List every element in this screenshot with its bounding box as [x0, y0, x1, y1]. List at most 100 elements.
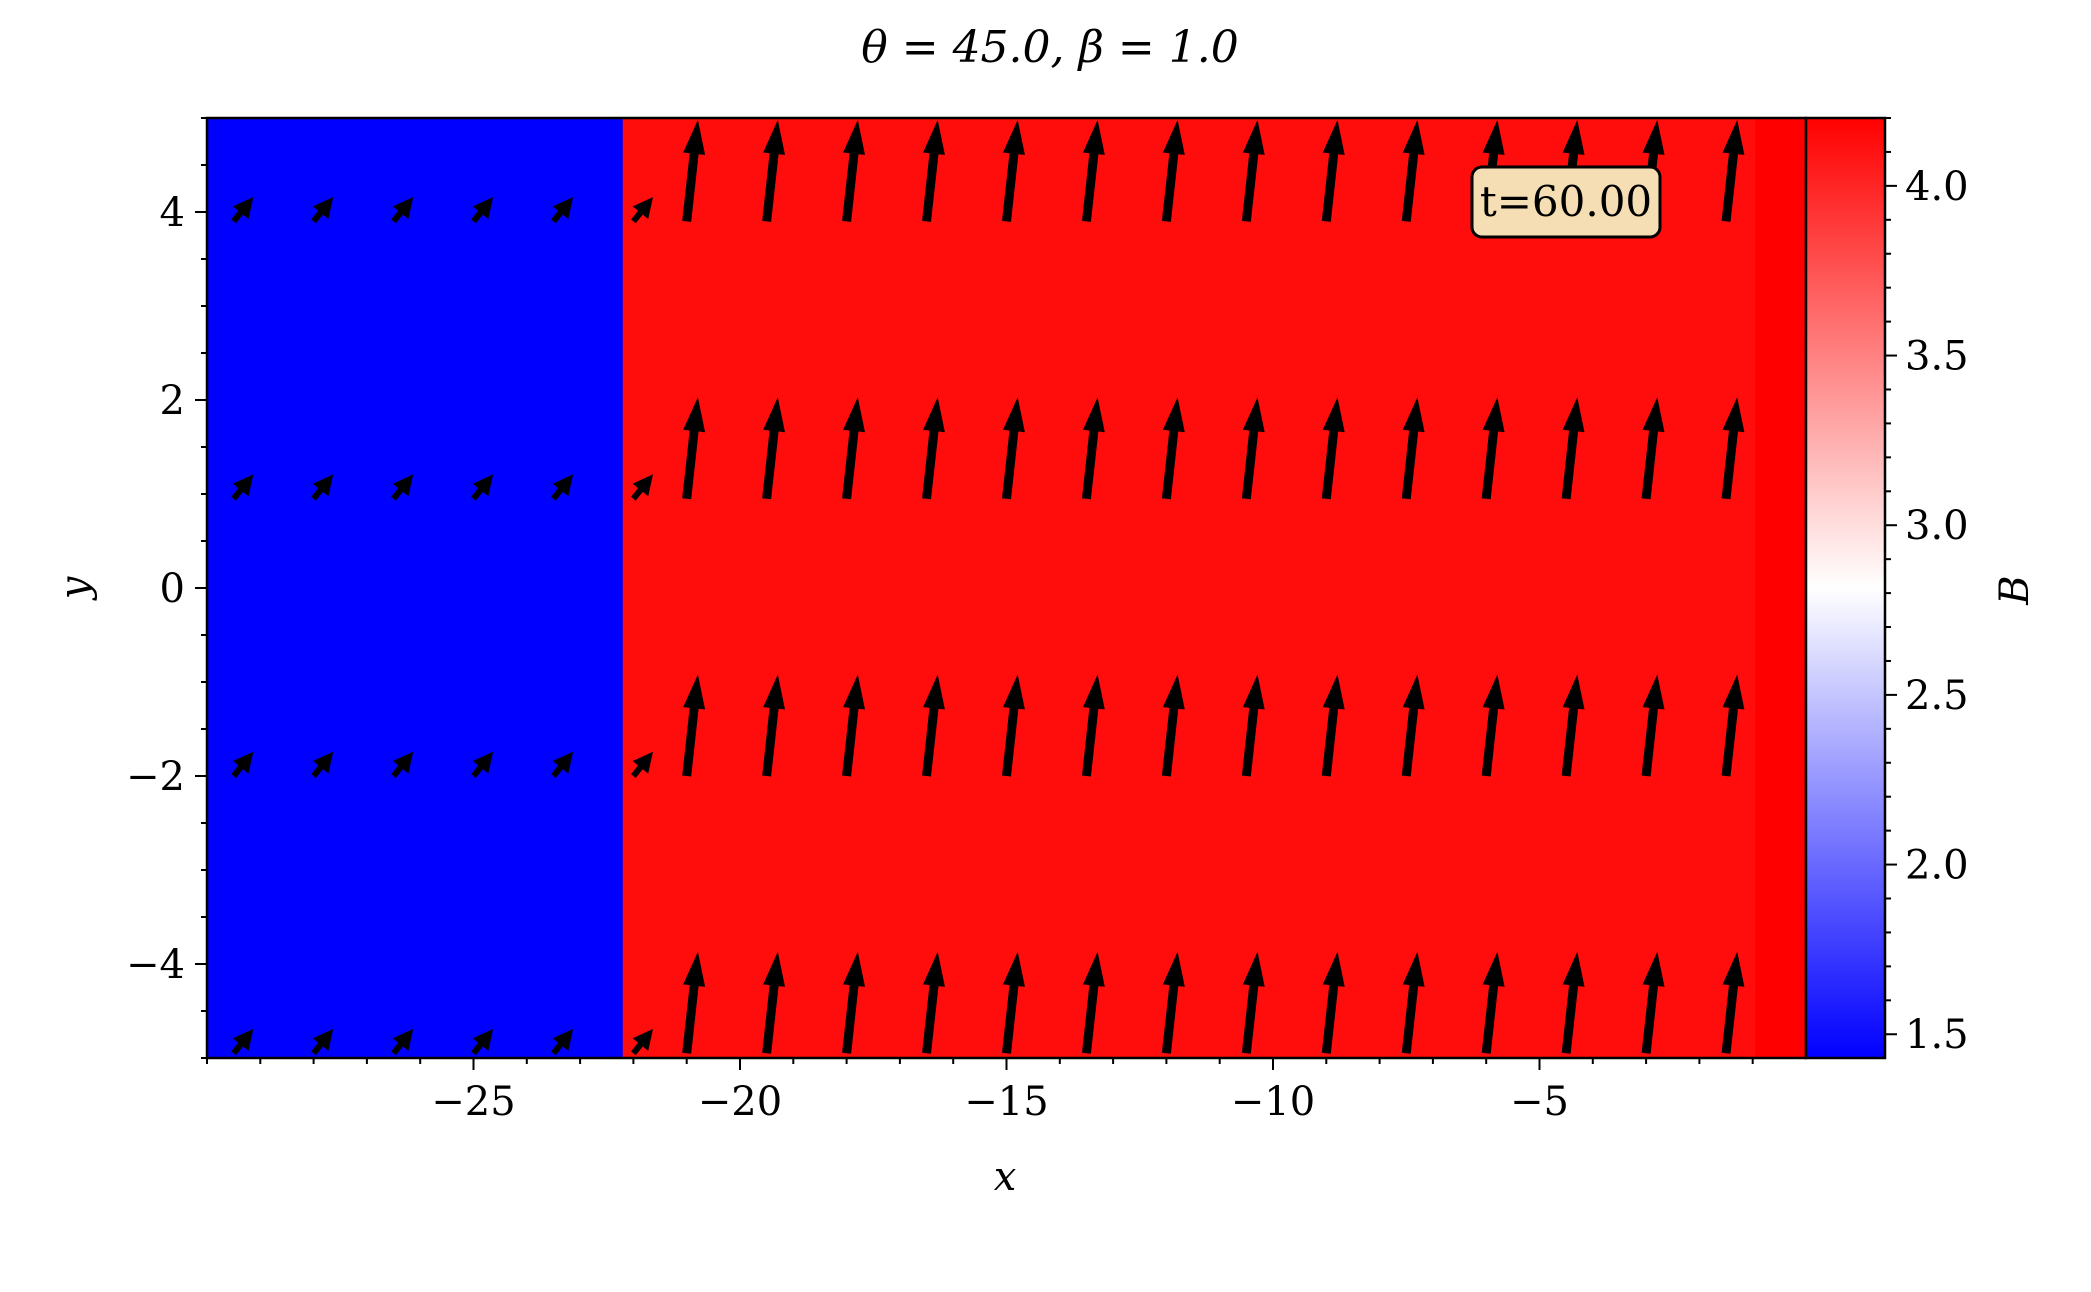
arrow-downstream-3-3 [922, 951, 945, 1054]
colorbar-tick-label: 4.0 [1905, 164, 1969, 210]
y-tick-label: 2 [160, 378, 185, 424]
x-axis: −25 −20 −15 −10 −5 [206, 1058, 1754, 1125]
colorbar-tick-label: 3.0 [1905, 503, 1969, 549]
arrow-upstream-0-0 [231, 197, 254, 224]
arrow-downstream-3-7 [1241, 951, 1265, 1054]
arrow-downstream-0-1 [762, 119, 785, 222]
arrow-upstream-1-1 [311, 474, 334, 501]
arrow-downstream-3-4 [1002, 951, 1025, 1054]
arrow-downstream-2-1 [762, 674, 785, 777]
x-tick-label: −5 [1510, 1079, 1569, 1125]
arrow-upstream-3-1 [311, 1029, 334, 1056]
y-axis: −4 −2 0 2 4 [126, 117, 207, 1059]
arrow-downstream-1-13 [1721, 397, 1745, 500]
arrow-upstream-3-0 [231, 1029, 254, 1056]
annotation-text: t=60.00 [1480, 177, 1652, 226]
arrow-upstream-1-5 [631, 474, 653, 501]
arrow-downstream-1-6 [1161, 397, 1185, 500]
arrow-downstream-1-9 [1401, 397, 1425, 500]
annotation-box: t=60.00 [1470, 165, 1662, 239]
arrow-upstream-3-3 [471, 1029, 494, 1056]
arrow-downstream-3-10 [1481, 951, 1505, 1054]
arrow-downstream-2-5 [1082, 674, 1105, 777]
field-region-2 [1755, 118, 1806, 1058]
arrow-downstream-3-9 [1401, 951, 1425, 1054]
field-regions [207, 118, 1806, 1058]
x-tick-label: −15 [964, 1079, 1048, 1125]
arrow-downstream-1-10 [1481, 397, 1505, 500]
arrow-downstream-1-5 [1082, 397, 1105, 500]
field-region-0 [207, 118, 624, 1058]
arrow-downstream-1-0 [682, 397, 706, 500]
chart-title: θ = 45.0, β = 1.0 [861, 22, 1239, 73]
plot-area [207, 118, 1806, 1058]
arrow-downstream-3-1 [762, 951, 785, 1054]
arrow-downstream-0-3 [922, 119, 945, 222]
arrow-downstream-0-8 [1321, 119, 1345, 222]
arrow-downstream-1-7 [1241, 397, 1265, 500]
arrow-upstream-3-5 [631, 1029, 653, 1056]
colorbar-tick-label: 1.5 [1905, 1012, 1969, 1058]
arrow-downstream-1-12 [1641, 397, 1665, 500]
x-axis-label: x [994, 1154, 1017, 1200]
arrow-downstream-2-10 [1481, 674, 1505, 777]
arrow-upstream-2-4 [551, 751, 574, 778]
colorbar-tick-label: 3.5 [1905, 334, 1969, 380]
arrow-downstream-2-11 [1561, 674, 1585, 777]
arrow-downstream-1-11 [1561, 397, 1585, 500]
arrow-downstream-2-6 [1161, 674, 1185, 777]
arrow-downstream-3-12 [1641, 951, 1665, 1054]
arrow-downstream-0-4 [1002, 119, 1025, 222]
arrow-downstream-2-7 [1241, 674, 1265, 777]
colorbar-tick-label: 2.0 [1905, 843, 1969, 889]
arrow-upstream-2-1 [311, 751, 334, 778]
arrow-downstream-3-0 [682, 951, 706, 1054]
arrow-upstream-2-0 [231, 751, 254, 778]
arrow-downstream-3-11 [1561, 951, 1585, 1054]
arrow-downstream-3-8 [1321, 951, 1345, 1054]
x-tick-label: −25 [431, 1079, 515, 1125]
arrow-upstream-3-4 [551, 1029, 574, 1056]
arrow-upstream-0-1 [311, 197, 334, 224]
field-region-1 [622, 118, 1756, 1058]
arrow-upstream-3-2 [391, 1029, 414, 1056]
arrow-downstream-1-2 [842, 397, 865, 500]
y-axis-label: y [52, 575, 98, 601]
arrow-downstream-1-8 [1321, 397, 1345, 500]
arrow-downstream-2-9 [1401, 674, 1425, 777]
arrow-downstream-1-1 [762, 397, 785, 500]
arrow-downstream-0-0 [682, 119, 706, 222]
arrow-upstream-1-4 [551, 474, 574, 501]
arrow-upstream-0-5 [631, 197, 653, 224]
arrow-downstream-0-13 [1721, 119, 1745, 222]
arrow-downstream-2-12 [1641, 674, 1665, 777]
arrow-downstream-3-6 [1161, 951, 1185, 1054]
arrow-upstream-1-3 [471, 474, 494, 501]
y-tick-label: −2 [126, 754, 185, 800]
arrow-downstream-3-13 [1721, 951, 1745, 1054]
colorbar-label: B [1992, 575, 2038, 605]
x-tick-label: −10 [1231, 1079, 1315, 1125]
arrow-downstream-2-2 [842, 674, 865, 777]
y-tick-label: 4 [160, 190, 185, 236]
arrow-downstream-0-9 [1401, 119, 1425, 222]
arrow-upstream-2-2 [391, 751, 414, 778]
y-tick-label: 0 [160, 566, 185, 612]
arrow-downstream-0-7 [1241, 119, 1265, 222]
x-tick-label: −20 [698, 1079, 782, 1125]
arrow-downstream-2-13 [1721, 674, 1745, 777]
arrow-upstream-0-2 [391, 197, 414, 224]
arrow-upstream-2-5 [631, 751, 653, 778]
arrow-downstream-2-8 [1321, 674, 1345, 777]
arrow-upstream-1-2 [391, 474, 414, 501]
arrow-downstream-1-3 [922, 397, 945, 500]
annotation-box-bg [1470, 165, 1662, 239]
colorbar-tick-label: 2.5 [1905, 673, 1969, 719]
arrow-upstream-1-0 [231, 474, 254, 501]
arrow-downstream-2-0 [682, 674, 706, 777]
arrow-upstream-0-3 [471, 197, 494, 224]
colorbar-ticks: 1.5 2.0 2.5 3.0 3.5 4.0 [1885, 117, 1969, 1058]
arrow-downstream-2-4 [1002, 674, 1025, 777]
arrow-upstream-2-3 [471, 751, 494, 778]
